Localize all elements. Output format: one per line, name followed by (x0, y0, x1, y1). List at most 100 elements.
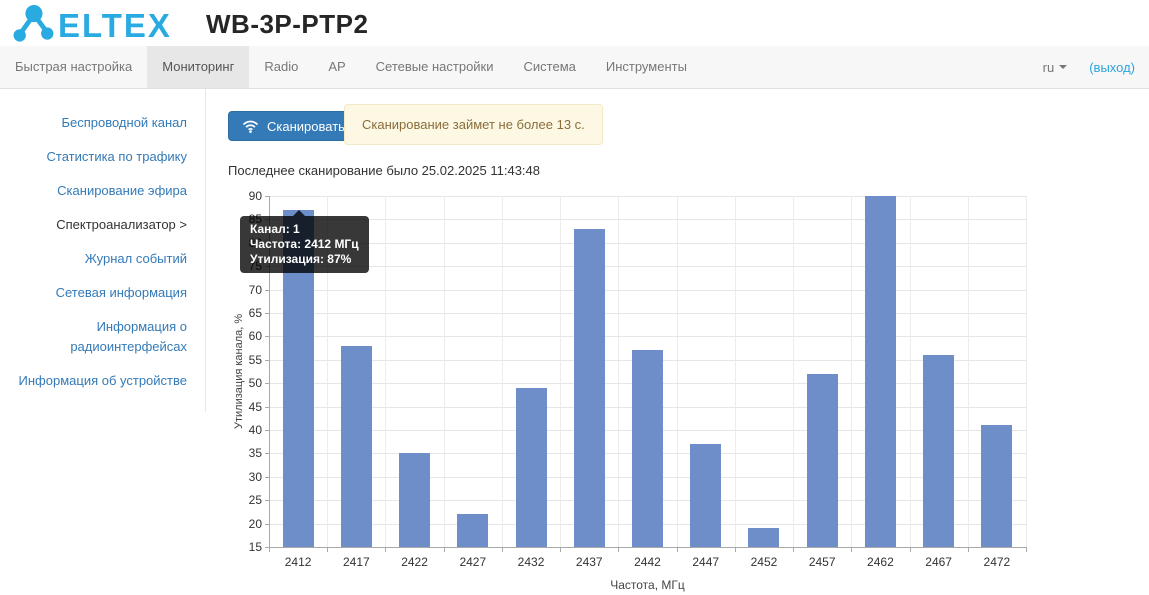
tooltip-channel: Канал: 1 (250, 222, 300, 236)
x-axis-tick-label: 2412 (284, 555, 312, 569)
x-axis-tick (851, 548, 853, 552)
tab-radio[interactable]: Radio (264, 59, 299, 74)
gridline-horizontal (269, 336, 1026, 338)
y-axis-tick (265, 336, 269, 338)
device-model-title: WB-3P-PTP2 (206, 9, 369, 39)
y-axis-tick (265, 430, 269, 431)
x-axis-tick (560, 548, 562, 552)
spectrum-chart: Утилизация канала, % Частота, МГц Канал:… (229, 180, 1059, 595)
y-axis-tick (265, 453, 269, 455)
y-axis-tick-label: 65 (248, 306, 262, 320)
bar-2457[interactable] (806, 373, 838, 547)
y-axis-tick (265, 523, 269, 525)
tooltip-utilization: Утилизация: 87% (250, 252, 352, 266)
x-axis-tick-label: 2432 (517, 555, 545, 569)
brand-text: ELTEX (58, 6, 172, 44)
y-axis-tick-label: 55 (248, 352, 262, 367)
last-scan-text: Последнее сканирование было 25.02.2025 1… (228, 163, 540, 178)
gridline-vertical (967, 196, 969, 547)
y-axis-tick-label: 40 (248, 423, 262, 437)
bar-2452[interactable] (748, 528, 780, 547)
brand-molecule-icon (12, 5, 54, 46)
bar-2442[interactable] (632, 350, 663, 547)
bar-2467[interactable] (923, 355, 955, 547)
scan-button[interactable]: Сканировать (228, 111, 359, 141)
bar-2472[interactable] (981, 425, 1013, 547)
bar-2427[interactable] (457, 514, 489, 547)
y-axis-tick-label: 90 (248, 189, 262, 203)
sidebar-item-radio-interfaces-info[interactable]: Информация о радиоинтерфейсах (70, 319, 187, 354)
sidebar-item-network-info[interactable]: Сетевая информация (55, 285, 187, 300)
caret-down-icon (1059, 65, 1068, 69)
tab-quick-setup[interactable]: Быстрая настройка (15, 59, 133, 74)
bar-2437[interactable] (573, 228, 605, 547)
language-selector[interactable]: ru (1043, 60, 1068, 75)
sidebar-item-wireless-channel[interactable]: Беспроводной канал (61, 115, 187, 130)
x-axis-tick (967, 548, 969, 552)
sidebar-item-traffic-statistics[interactable]: Статистика по трафику (46, 149, 187, 164)
y-axis-line (269, 196, 270, 548)
gridline-horizontal (269, 219, 1026, 221)
header: ELTEX WB-3P-PTP2 (0, 0, 1149, 46)
y-axis-tick (265, 406, 269, 408)
x-axis-tick-label: 2437 (575, 555, 603, 569)
logout-link[interactable]: (выход) (1089, 59, 1135, 75)
x-axis-tick (676, 548, 678, 552)
x-axis-tick (269, 548, 270, 552)
y-axis-tick (265, 196, 269, 197)
bar-2432[interactable] (515, 387, 547, 547)
tab-system[interactable]: Система (523, 59, 576, 74)
sidebar-item-event-log[interactable]: Журнал событий (84, 251, 187, 266)
x-axis-title: Частота, МГц (610, 578, 685, 592)
gridline-vertical (1026, 196, 1027, 547)
sidebar-item-spectrum-analyzer[interactable]: Спектроанализатор > (56, 217, 187, 232)
sidebar-item-air-scan[interactable]: Сканирование эфира (57, 183, 187, 198)
y-axis-tick-label: 15 (248, 540, 262, 554)
x-axis-tick-label: 2457 (808, 555, 836, 569)
tab-tools[interactable]: Инструменты (605, 59, 687, 74)
sidebar-item-device-info[interactable]: Информация об устройстве (18, 373, 187, 388)
x-axis-tick (618, 548, 620, 552)
gridline-vertical (501, 196, 503, 547)
brand-logo: ELTEX (12, 5, 172, 46)
chart-tooltip: Канал: 1 Частота: 2412 МГц Утилизация: 8… (240, 210, 369, 273)
y-axis-tick (265, 313, 269, 314)
gridline-vertical (734, 196, 736, 547)
y-axis-tick-label: 45 (248, 399, 262, 414)
x-axis-tick (1026, 548, 1027, 552)
x-axis-tick-label: 2442 (634, 555, 661, 569)
bar-2417[interactable] (340, 345, 372, 547)
tab-ap[interactable]: AP (328, 59, 346, 74)
gridline-vertical (618, 196, 620, 547)
y-axis-tick (265, 359, 269, 361)
x-axis-tick (443, 548, 445, 552)
x-axis-tick (909, 548, 911, 552)
y-axis-tick (265, 476, 269, 478)
bar-2422[interactable] (399, 453, 431, 547)
y-axis-tick-label: 25 (248, 493, 262, 508)
gridline-horizontal (269, 289, 1026, 291)
tab-monitoring[interactable]: Мониторинг (147, 46, 250, 88)
x-axis-line (269, 547, 1027, 548)
y-axis-tick-label: 50 (248, 376, 262, 391)
y-axis-tick-label: 70 (248, 282, 262, 297)
scan-duration-alert: Сканирование займет не более 13 с. (344, 104, 603, 145)
tab-network-settings[interactable]: Сетевые настройки (375, 59, 494, 74)
wifi-icon (242, 120, 259, 133)
y-axis-tick (265, 547, 269, 548)
x-axis-tick-label: 2467 (925, 555, 952, 569)
x-axis-tick (385, 548, 387, 552)
y-axis-tick (265, 289, 269, 291)
x-axis-tick-label: 2422 (401, 555, 428, 569)
bar-2462[interactable] (864, 196, 896, 547)
x-axis-tick (793, 548, 795, 552)
x-axis-tick-label: 2472 (983, 555, 1011, 569)
x-axis-tick-label: 2462 (867, 555, 894, 569)
y-axis-tick-label: 20 (248, 516, 262, 531)
x-axis-tick-label: 2427 (459, 555, 487, 569)
gridline-horizontal (269, 242, 1026, 244)
x-axis-tick (734, 548, 736, 552)
bar-2447[interactable] (690, 444, 722, 547)
gridline-vertical (909, 196, 911, 547)
gridline-vertical (793, 196, 795, 547)
